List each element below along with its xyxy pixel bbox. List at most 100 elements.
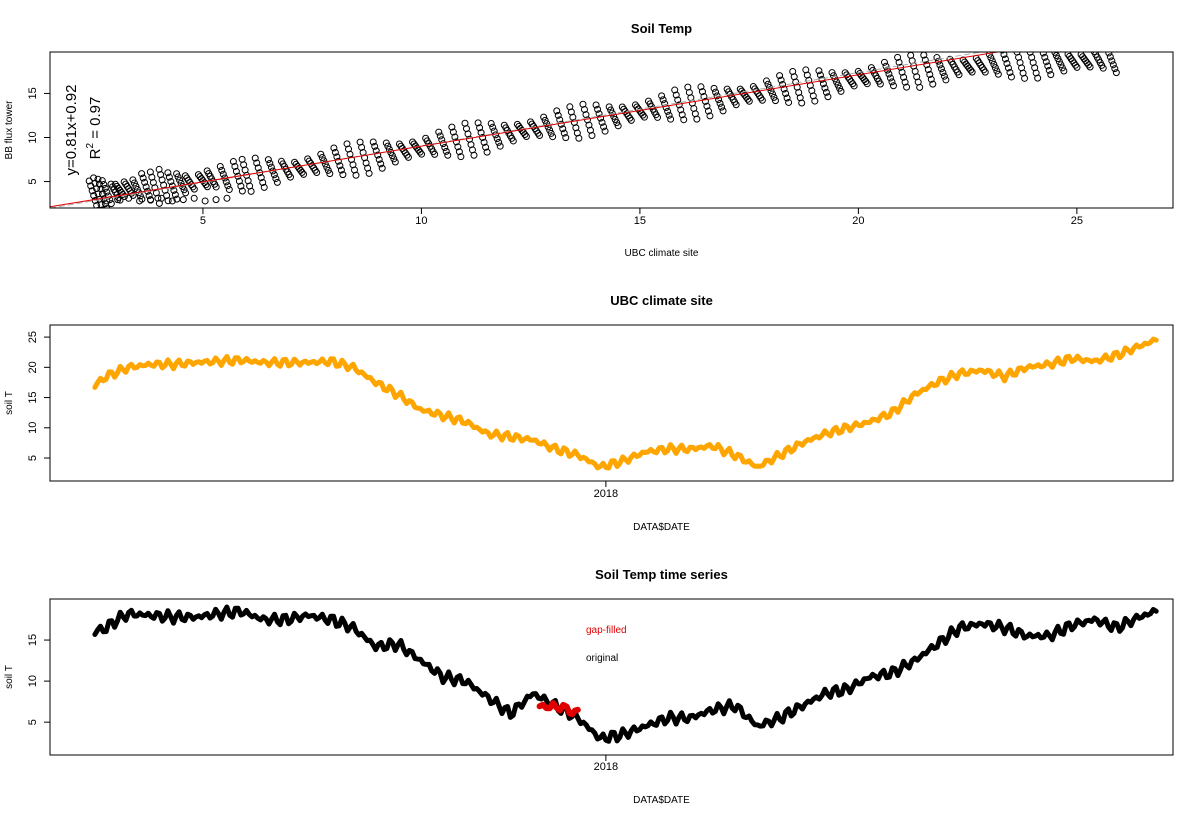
scatter-point <box>718 103 726 111</box>
plot-frame <box>49 324 1174 482</box>
scatter-point <box>138 170 146 178</box>
scatter-point <box>331 148 339 156</box>
scatter-point <box>745 97 753 105</box>
scatter-point <box>223 194 231 202</box>
scatter-point <box>231 162 239 170</box>
scatter-point <box>876 80 884 88</box>
scatter-point <box>1021 74 1029 82</box>
scatter-point <box>254 164 262 172</box>
scatter-point <box>627 116 635 124</box>
scatter-point <box>929 80 937 88</box>
scatter-point <box>936 61 944 69</box>
scatter-point <box>147 196 155 204</box>
y-tick-label: 5 <box>27 178 39 184</box>
scatter-point <box>448 123 456 131</box>
scatter-point <box>382 139 390 147</box>
scatter-point <box>592 101 600 109</box>
scatter-point <box>1109 61 1117 69</box>
scatter-point <box>313 168 321 176</box>
scatter-point <box>130 179 138 187</box>
x-tick-label: 2018 <box>594 488 618 500</box>
scatter-point <box>136 197 144 205</box>
scatter-point <box>125 194 133 202</box>
scatter-point <box>712 88 720 96</box>
scatter-point <box>371 142 379 150</box>
y-tick-label: 25 <box>27 331 39 343</box>
scatter-point <box>489 123 497 131</box>
scatter-point <box>365 169 373 177</box>
scatter-point <box>758 96 766 104</box>
scatter-point <box>677 106 685 114</box>
scatter-point <box>546 126 554 134</box>
scatter-point <box>103 205 111 208</box>
series-line-original <box>92 604 1159 744</box>
scatter-point <box>776 72 784 80</box>
scatter-point <box>480 138 488 146</box>
scatter-point <box>387 148 395 156</box>
scatter-point <box>1026 44 1032 50</box>
scatter-point <box>177 179 185 187</box>
chart-title: UBC climate site <box>610 293 713 308</box>
scatter-point <box>559 125 567 133</box>
scatter-point <box>672 91 680 99</box>
scatter-point <box>601 127 609 135</box>
scatter-point <box>1047 71 1055 79</box>
scatter-point <box>1004 64 1012 72</box>
scatter-point <box>167 178 175 186</box>
scatter-point <box>1045 66 1053 74</box>
scatter-point <box>701 97 709 105</box>
scatter-point <box>442 147 450 155</box>
scatter-point <box>719 107 727 115</box>
scatter-point <box>671 86 679 94</box>
scatter-point <box>767 87 775 95</box>
scatter-point <box>173 170 181 178</box>
scatter-point <box>95 206 101 208</box>
scatter-point <box>431 150 439 158</box>
scatter-point <box>710 84 718 92</box>
scatter-point <box>496 142 504 150</box>
scatter-point <box>264 156 272 164</box>
scatter-point <box>107 200 115 208</box>
scatter-point <box>999 52 1006 54</box>
scatter-point <box>994 70 1002 78</box>
scatter-point <box>693 115 701 123</box>
scatter-point <box>260 183 268 191</box>
scatter-point <box>129 176 137 184</box>
scatter-point <box>885 70 893 78</box>
scatter-point <box>1073 63 1081 71</box>
scatter-point <box>560 129 568 137</box>
scatter-point <box>247 187 255 195</box>
scatter-point <box>598 118 606 126</box>
scatter-point <box>336 162 344 170</box>
scatter-point <box>988 57 996 65</box>
legend-entry: original <box>586 653 618 664</box>
scatter-point <box>1007 73 1015 81</box>
scatter-point <box>588 131 596 139</box>
scatter-point <box>704 107 712 115</box>
scatter-point <box>222 178 230 186</box>
scatter-point <box>323 163 331 171</box>
scatter-point <box>273 178 281 186</box>
x-axis-label: DATA$DATE <box>633 522 690 533</box>
scatter-point <box>474 119 482 127</box>
scatter-point <box>850 82 858 90</box>
scatter-point <box>541 116 549 124</box>
scatter-point <box>374 151 382 159</box>
scatter-point <box>783 94 791 102</box>
scatter-point <box>549 133 557 141</box>
scatter-point <box>418 150 426 158</box>
scatter-point <box>732 101 740 109</box>
scatter-point <box>337 166 345 174</box>
scatter-point <box>238 187 246 195</box>
scatter-point <box>1034 74 1042 82</box>
scatter-point <box>659 96 667 104</box>
scatter-point <box>1108 57 1116 65</box>
scatter-point <box>224 182 232 190</box>
scatter-point <box>697 83 705 91</box>
scatter-point <box>544 123 552 131</box>
scatter-point <box>744 95 752 103</box>
scatter-point <box>164 169 172 177</box>
plot-area <box>92 336 1159 471</box>
scatter-point <box>991 64 999 72</box>
